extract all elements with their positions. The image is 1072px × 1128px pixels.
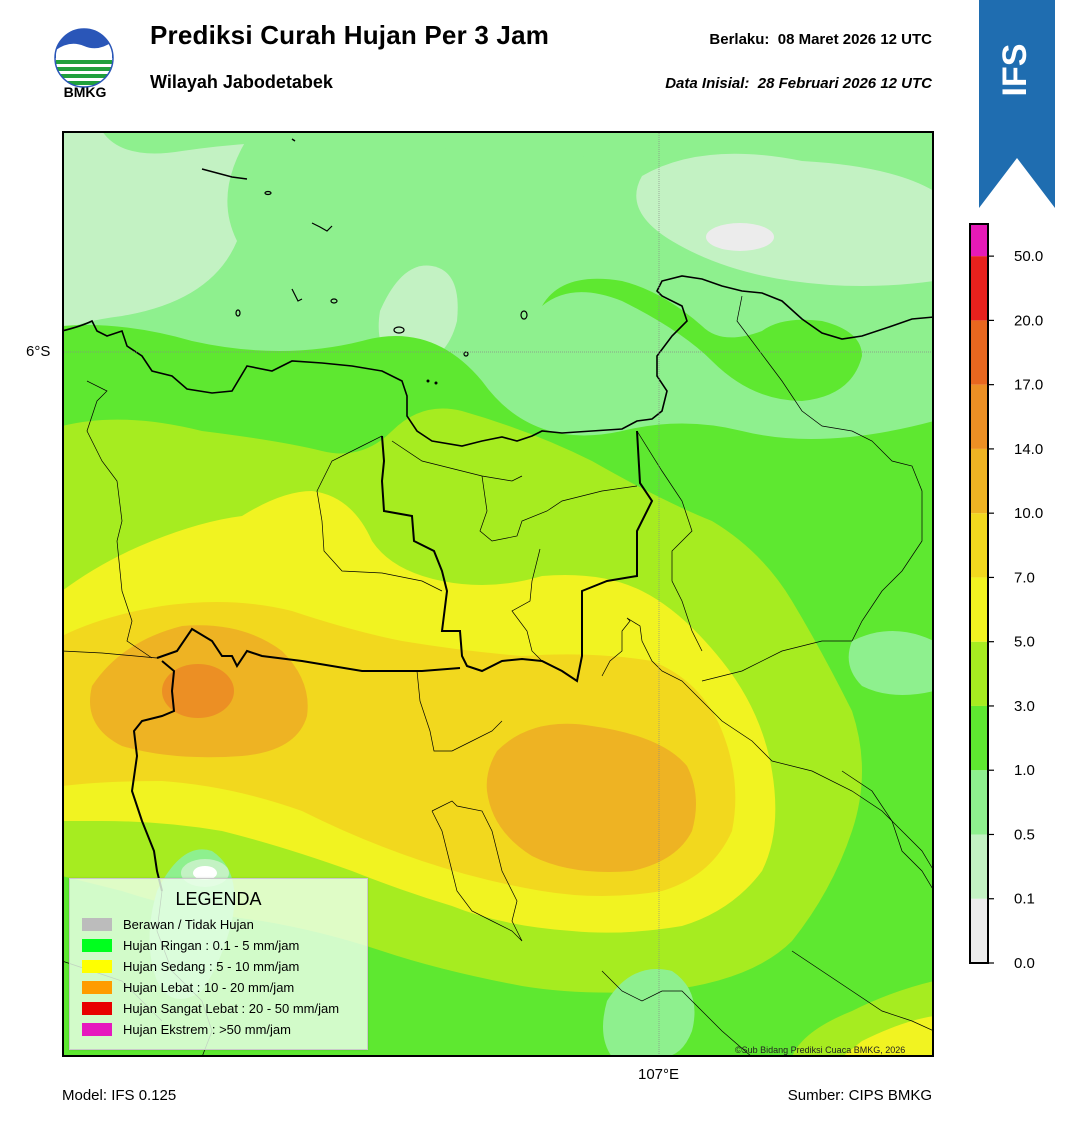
legend-swatch bbox=[82, 917, 112, 931]
colorbar-segment bbox=[970, 384, 988, 449]
legend-swatch bbox=[82, 959, 112, 973]
legend-label: Hujan Sangat Lebat : 20 - 50 mm/jam bbox=[123, 1000, 340, 1016]
legend-box: LEGENDA Berawan / Tidak Hujan Hujan Ring… bbox=[69, 878, 368, 1050]
legend-title: LEGENDA bbox=[175, 889, 262, 909]
island bbox=[393, 326, 405, 334]
colorbar-tick-label: 3.0 bbox=[1014, 698, 1035, 715]
province-border bbox=[130, 660, 176, 892]
valid-time: Berlaku: 08 Maret 2026 12 UTC bbox=[709, 31, 932, 48]
colorbar-segment bbox=[970, 256, 988, 321]
colorbar-tick-label: 0.0 bbox=[1014, 955, 1035, 972]
colorbar-tick-label: 5.0 bbox=[1014, 634, 1035, 651]
legend-swatch bbox=[82, 938, 112, 952]
rainfall-map bbox=[62, 131, 934, 1057]
page-subtitle: Wilayah Jabodetabek bbox=[150, 72, 333, 92]
colorbar-segment bbox=[970, 641, 988, 706]
colorbar-segment bbox=[970, 513, 988, 578]
bmkg-logo-icon bbox=[54, 28, 114, 88]
colorbar-tick-label: 0.5 bbox=[1014, 826, 1035, 843]
coastline bbox=[62, 275, 934, 447]
colorbar-tick-label: 7.0 bbox=[1014, 569, 1035, 586]
logo-text: BMKG bbox=[63, 84, 107, 100]
legend-swatch bbox=[82, 1022, 112, 1036]
island bbox=[235, 309, 241, 317]
rain-zone-1-n bbox=[542, 278, 862, 401]
model-label: Model: IFS 0.125 bbox=[62, 1087, 177, 1104]
legend-label: Hujan Ringan : 0.1 - 5 mm/jam bbox=[123, 937, 300, 953]
legend-swatch bbox=[82, 980, 112, 994]
island bbox=[291, 138, 296, 142]
rain-zone-clear-sw bbox=[193, 866, 217, 880]
rain-zone-0-5-e bbox=[848, 631, 934, 695]
colorbar-segment bbox=[970, 577, 988, 642]
rain-zone-0-5-top bbox=[102, 131, 902, 171]
island bbox=[426, 379, 430, 383]
rain-zone-0 bbox=[706, 223, 774, 251]
colorbar-segment bbox=[970, 834, 988, 899]
island bbox=[330, 298, 338, 304]
legend-item: Berawan / Tidak Hujan bbox=[82, 915, 254, 933]
colorbar-segment bbox=[970, 705, 988, 771]
island bbox=[264, 190, 272, 196]
rain-zone-10-e bbox=[486, 723, 696, 872]
colorbar: 0.0 0.1 0.5 1.0 3.0 5.0 7.0 10.0 14.0 17.0 20.0 50.… bbox=[969, 223, 1043, 972]
colorbar-tick-label: 17.0 bbox=[1014, 377, 1043, 394]
province-border bbox=[380, 430, 654, 683]
legend-label: Berawan / Tidak Hujan bbox=[123, 916, 254, 932]
rain-zone-0-1 bbox=[62, 131, 252, 331]
map-frame bbox=[62, 131, 934, 1057]
map-credit: ©Sub Bidang Prediksi Cuaca BMKG, 2026 bbox=[735, 1045, 906, 1055]
lon-label: 107°E bbox=[638, 1066, 680, 1083]
colorbar-frame bbox=[969, 223, 989, 964]
legend-item: Hujan Sedang : 5 - 10 mm/jam bbox=[82, 957, 299, 975]
legend-label: Hujan Ekstrem : >50 mm/jam bbox=[123, 1021, 291, 1037]
province-border bbox=[156, 627, 461, 672]
ifs-badge: IFS bbox=[979, 0, 1055, 208]
island bbox=[434, 381, 438, 385]
colorbar-segment bbox=[970, 320, 988, 385]
legend-item: Hujan Sangat Lebat : 20 - 50 mm/jam bbox=[82, 999, 339, 1017]
lat-label: 6°S bbox=[26, 343, 51, 360]
colorbar-segment bbox=[970, 898, 988, 963]
island bbox=[520, 310, 528, 320]
colorbar-tick-label: 14.0 bbox=[1014, 441, 1043, 458]
colorbar-segment bbox=[970, 770, 988, 835]
colorbar-segment bbox=[970, 224, 988, 257]
island bbox=[311, 222, 333, 232]
colorbar-tick-label: 20.0 bbox=[1014, 312, 1043, 329]
legend-item: Hujan Lebat : 10 - 20 mm/jam bbox=[82, 978, 294, 996]
initial-time: Data Inisial: 28 Februari 2026 12 UTC bbox=[665, 75, 932, 92]
colorbar-tick-label: 10.0 bbox=[1014, 505, 1043, 522]
rain-zone-0-1-ne bbox=[636, 153, 934, 286]
page-title: Prediksi Curah Hujan Per 3 Jam bbox=[150, 20, 550, 50]
legend-swatch bbox=[82, 1001, 112, 1015]
legend-item: Hujan Ekstrem : >50 mm/jam bbox=[82, 1020, 291, 1038]
badge-text: IFS bbox=[996, 44, 1034, 97]
legend-label: Hujan Sedang : 5 - 10 mm/jam bbox=[123, 958, 300, 974]
colorbar-segment bbox=[970, 448, 988, 514]
island bbox=[201, 168, 248, 180]
source-label: Sumber: CIPS BMKG bbox=[787, 1087, 932, 1104]
legend-label: Hujan Lebat : 10 - 20 mm/jam bbox=[123, 979, 295, 995]
colorbar-tick-label: 0.1 bbox=[1014, 891, 1035, 908]
rain-zone-14 bbox=[162, 664, 234, 718]
rain-zone-5-se bbox=[842, 1016, 934, 1057]
legend-item: Hujan Ringan : 0.1 - 5 mm/jam bbox=[82, 936, 299, 954]
colorbar-tick-label: 50.0 bbox=[1014, 248, 1043, 265]
island bbox=[291, 288, 303, 302]
colorbar-tick-label: 1.0 bbox=[1014, 762, 1035, 779]
